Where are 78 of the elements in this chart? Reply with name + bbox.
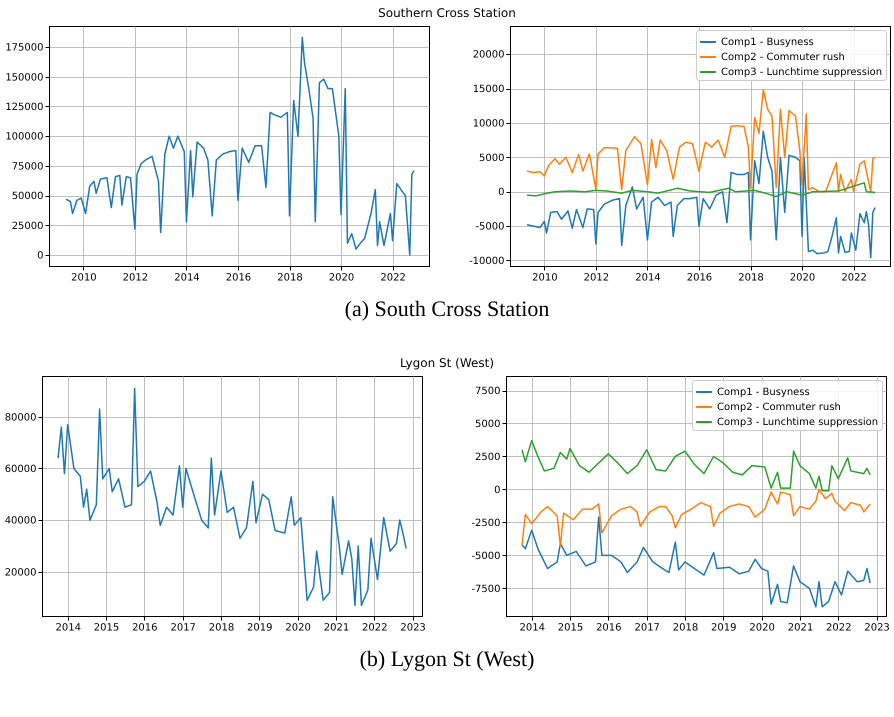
x-tick-label: 2023 — [400, 622, 426, 634]
x-tick-label: 2022 — [841, 272, 867, 284]
y-tick-label: 10000 — [472, 118, 504, 130]
line-series — [521, 488, 871, 547]
y-tick-label: 100000 — [5, 132, 44, 143]
x-tick-label: 2018 — [208, 622, 234, 634]
x-tick-label: 2014 — [635, 272, 661, 284]
x-tick-label: 2017 — [170, 622, 196, 634]
text: (a) South Cross Station — [344, 295, 550, 323]
y-tick-label: 7500 — [475, 386, 500, 398]
y-tick-label: 75000 — [12, 161, 44, 172]
y-tick-label: 0 — [37, 250, 44, 262]
x-tick-label: 2016 — [226, 272, 252, 284]
x-tick-label: 2012 — [584, 272, 610, 284]
y-tick-label: -5000 — [471, 550, 500, 562]
y-tick-label: 25000 — [12, 220, 44, 232]
y-tick-label: -7500 — [471, 584, 500, 595]
y-tick-label: 80000 — [4, 412, 36, 424]
y-tick-label: 50000 — [12, 191, 44, 202]
x-tick-label: 2022 — [826, 622, 852, 634]
x-tick-label: 2016 — [132, 622, 158, 634]
x-tick-label: 2019 — [247, 622, 273, 634]
x-tick-label: 2020 — [328, 272, 354, 284]
y-tick-label: 0 — [498, 187, 504, 198]
x-tick-label: 2015 — [94, 622, 120, 634]
y-tick-label: 0 — [494, 484, 500, 496]
y-tick-label: 5000 — [475, 418, 500, 430]
y-tick-label: 20000 — [4, 567, 36, 578]
y-tick-label: 15000 — [472, 84, 504, 96]
line-series — [57, 388, 407, 606]
y-tick-label: 2500 — [475, 452, 500, 463]
chart-title: Southern Cross Station — [377, 5, 517, 22]
y-tick-label: 20000 — [472, 50, 504, 61]
y-tick-label: 40000 — [4, 516, 36, 527]
y-tick-label: 60000 — [4, 464, 36, 475]
x-tick-label: 2020 — [285, 622, 311, 634]
legend-label: Comp3 - Lunchtime suppression — [721, 67, 882, 78]
x-tick-label: 2018 — [672, 622, 698, 634]
line-series — [526, 130, 876, 258]
y-tick-label: -5000 — [475, 222, 504, 233]
legend-label: Comp2 - Commuter rush — [721, 52, 845, 63]
line-series — [526, 89, 876, 192]
line-series — [526, 182, 876, 198]
line-series — [521, 440, 871, 492]
x-tick-label: 2014 — [55, 622, 81, 634]
x-tick-label: 2014 — [519, 622, 545, 634]
x-tick-label: 2020 — [749, 622, 775, 634]
x-tick-label: 2022 — [362, 622, 388, 634]
y-tick-label: -10000 — [469, 256, 504, 267]
x-tick-label: 2016 — [596, 622, 622, 634]
y-tick-label: -2500 — [471, 518, 500, 529]
x-tick-label: 2023 — [864, 622, 890, 634]
line-series — [65, 36, 415, 256]
x-tick-label: 2015 — [558, 622, 584, 634]
y-tick-label: 175000 — [5, 42, 44, 54]
x-tick-label: 2021 — [324, 622, 350, 634]
x-tick-label: 2018 — [277, 272, 303, 284]
x-tick-label: 2021 — [788, 622, 814, 634]
text: Lygon St (West) — [398, 355, 496, 372]
legend-label: Comp1 - Busyness — [717, 387, 810, 398]
x-tick-label: 2010 — [71, 272, 97, 284]
x-tick-label: 2022 — [380, 272, 406, 284]
x-tick-label: 2014 — [174, 272, 200, 284]
legend-label: Comp1 - Busyness — [721, 37, 814, 48]
x-tick-label: 2016 — [686, 272, 712, 284]
y-tick-label: 5000 — [479, 152, 504, 164]
line-series — [521, 516, 871, 608]
legend-label: Comp3 - Lunchtime suppression — [717, 417, 878, 428]
y-tick-label: 150000 — [5, 72, 44, 84]
x-tick-label: 2020 — [790, 272, 816, 284]
legend-label: Comp2 - Commuter rush — [717, 402, 841, 413]
y-tick-label: 125000 — [5, 102, 44, 113]
x-tick-label: 2018 — [738, 272, 764, 284]
text: (b) Lygon St (West) — [358, 645, 536, 673]
x-tick-label: 2010 — [532, 272, 558, 284]
x-tick-label: 2012 — [122, 272, 148, 284]
x-tick-label: 2019 — [711, 622, 737, 634]
x-tick-label: 2017 — [634, 622, 660, 634]
